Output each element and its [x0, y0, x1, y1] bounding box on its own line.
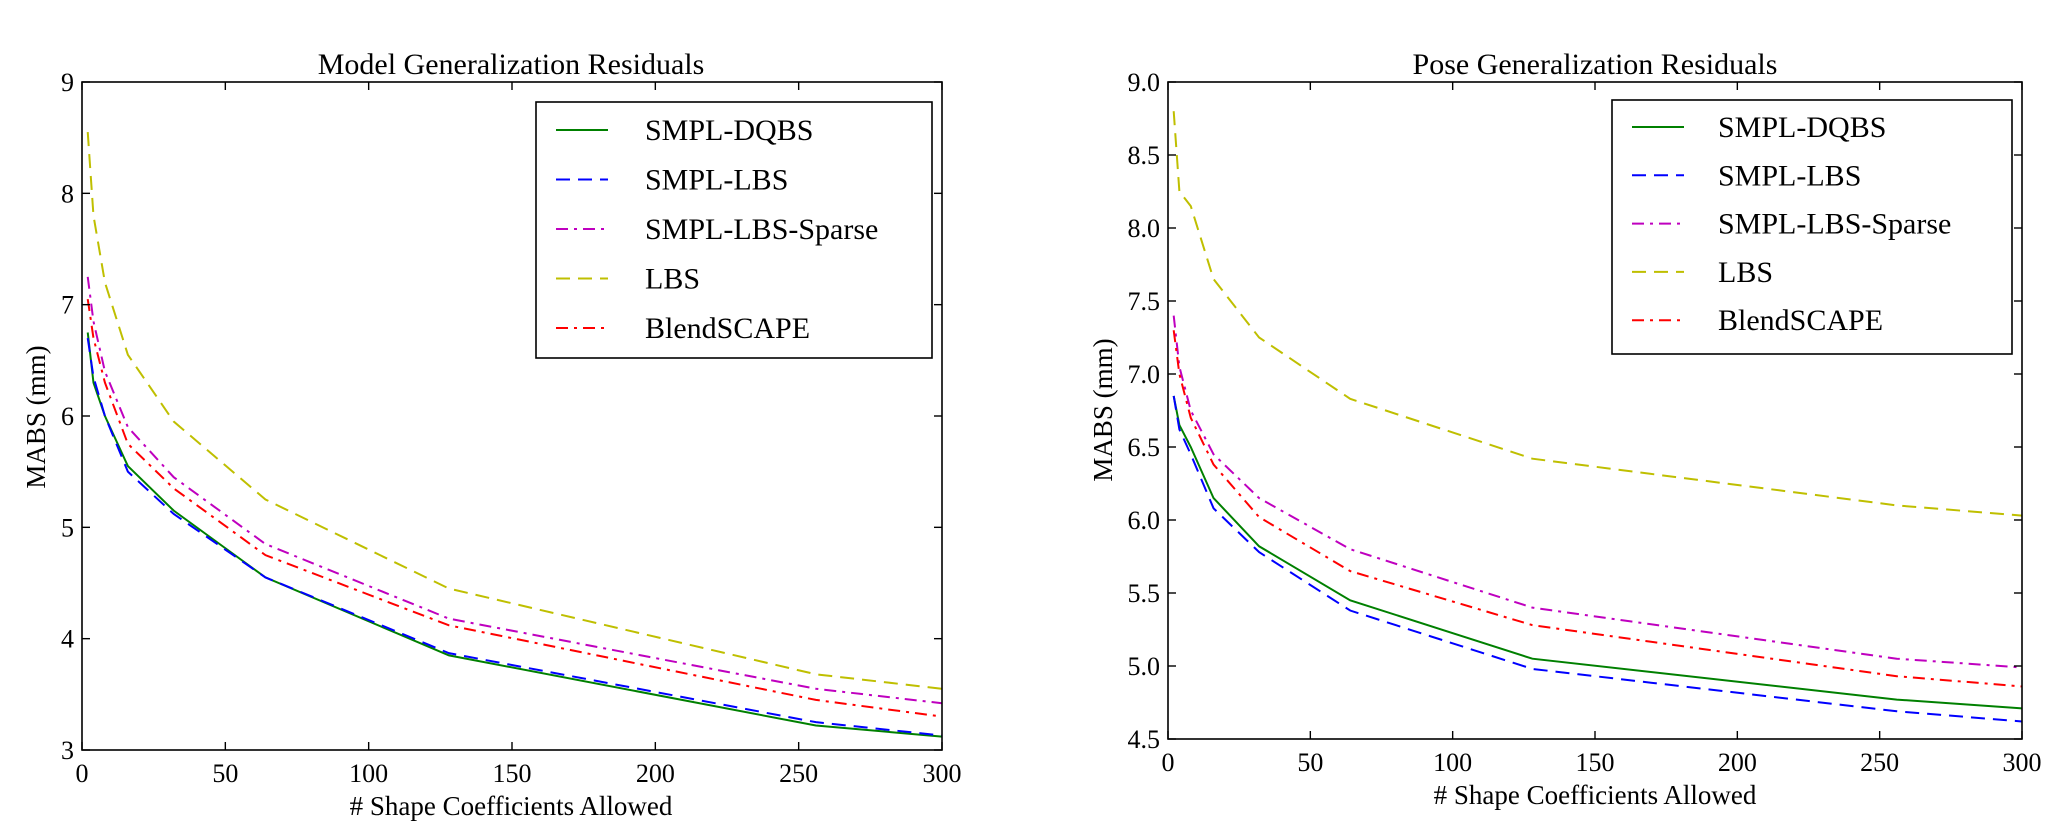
tick-layer: 0 50 100 150 200 250 300 3 4 5 6 7 8 9	[61, 68, 962, 788]
y-tick-label: 7.0	[1128, 360, 1161, 389]
x-tick-label: 100	[1433, 748, 1472, 777]
y-axis-label: MABS (mm)	[1088, 338, 1118, 481]
legend-entries: SMPL-DQBS SMPL-LBS SMPL-LBS-Sparse LBS Blend…	[1632, 111, 1951, 337]
legend: SMPL-DQBS SMPL-LBS SMPL-LBS-Sparse LBS Blend…	[1611, 99, 2013, 355]
y-tick-label: 5.5	[1128, 579, 1161, 608]
tick-layer: 0 50 100 150 200 250 300 4.5 5.0 5.5 6.0 6.5 7.0 7.5 8…	[1128, 68, 2042, 777]
y-tick-label: 9.0	[1128, 68, 1161, 97]
y-tick-label: 8.5	[1128, 141, 1161, 170]
y-tick-label: 8.0	[1128, 214, 1161, 243]
x-tick-label: 150	[1576, 748, 1615, 777]
chart-model-generalization: Model Generalization Residuals # Shape C…	[21, 48, 962, 821]
x-tick-label: 250	[1860, 748, 1899, 777]
x-tick-label: 50	[1297, 748, 1323, 777]
series-line-smpl-dqbs	[1172, 395, 2023, 710]
x-axis-label: # Shape Coefficients Allowed	[350, 791, 673, 821]
chart-title: Model Generalization Residuals	[318, 48, 705, 81]
legend-label: SMPL-LBS-Sparse	[1718, 208, 1951, 241]
legend-label: BlendSCAPE	[645, 312, 810, 345]
series-line-lbs	[1172, 111, 2023, 517]
series-layer	[1172, 111, 2023, 723]
chart-pose-generalization: Pose Generalization Residuals # Shape Co…	[1088, 48, 2042, 810]
y-tick-label: 8	[61, 179, 74, 208]
legend-label: SMPL-LBS	[645, 164, 788, 197]
x-axis-label: # Shape Coefficients Allowed	[1434, 780, 1757, 810]
series-layer	[86, 132, 943, 738]
legend-label: LBS	[645, 263, 700, 296]
y-tick-label: 5.0	[1128, 652, 1161, 681]
legend-label: SMPL-LBS	[1718, 159, 1861, 192]
series-line-blendscape	[1172, 330, 2023, 688]
series-line-smpl-lbs-sparse	[86, 276, 943, 705]
y-tick-label: 9	[61, 68, 74, 97]
legend-label: BlendSCAPE	[1718, 304, 1883, 337]
x-tick-label: 300	[2003, 748, 2042, 777]
y-tick-label: 3	[61, 736, 74, 765]
y-tick-label: 6.5	[1128, 433, 1161, 462]
x-tick-label: 200	[1718, 748, 1757, 777]
y-tick-label: 7.5	[1128, 287, 1161, 316]
legend: SMPL-DQBS SMPL-LBS SMPL-LBS-Sparse LBS Blend…	[535, 101, 933, 359]
legend-entries: SMPL-DQBS SMPL-LBS SMPL-LBS-Sparse LBS Blend…	[556, 114, 878, 345]
x-tick-label: 200	[636, 759, 675, 788]
y-tick-label: 6	[61, 402, 74, 431]
x-tick-label: 250	[779, 759, 818, 788]
y-tick-label: 6.0	[1128, 506, 1161, 535]
y-tick-label: 4	[61, 625, 74, 654]
series-line-smpl-lbs-sparse	[1172, 315, 2023, 669]
x-tick-label: 50	[212, 759, 238, 788]
legend-label: SMPL-DQBS	[645, 114, 813, 147]
series-line-smpl-lbs	[1172, 395, 2023, 723]
y-axis-label: MABS (mm)	[21, 345, 51, 488]
legend-label: LBS	[1718, 256, 1773, 289]
y-tick-label: 7	[61, 291, 74, 320]
legend-box	[1611, 99, 2013, 355]
series-line-smpl-lbs	[86, 337, 943, 737]
legend-label: SMPL-LBS-Sparse	[645, 213, 878, 246]
x-tick-label: 100	[349, 759, 388, 788]
x-tick-label: 0	[76, 759, 89, 788]
legend-label: SMPL-DQBS	[1718, 111, 1886, 144]
series-line-smpl-dqbs	[86, 332, 943, 738]
series-line-blendscape	[86, 298, 943, 718]
x-tick-label: 150	[493, 759, 532, 788]
x-tick-label: 300	[923, 759, 962, 788]
y-tick-label: 4.5	[1128, 725, 1161, 754]
series-line-lbs	[86, 132, 943, 690]
x-tick-label: 0	[1162, 748, 1175, 777]
chart-title: Pose Generalization Residuals	[1413, 48, 1778, 81]
y-tick-label: 5	[61, 513, 74, 542]
